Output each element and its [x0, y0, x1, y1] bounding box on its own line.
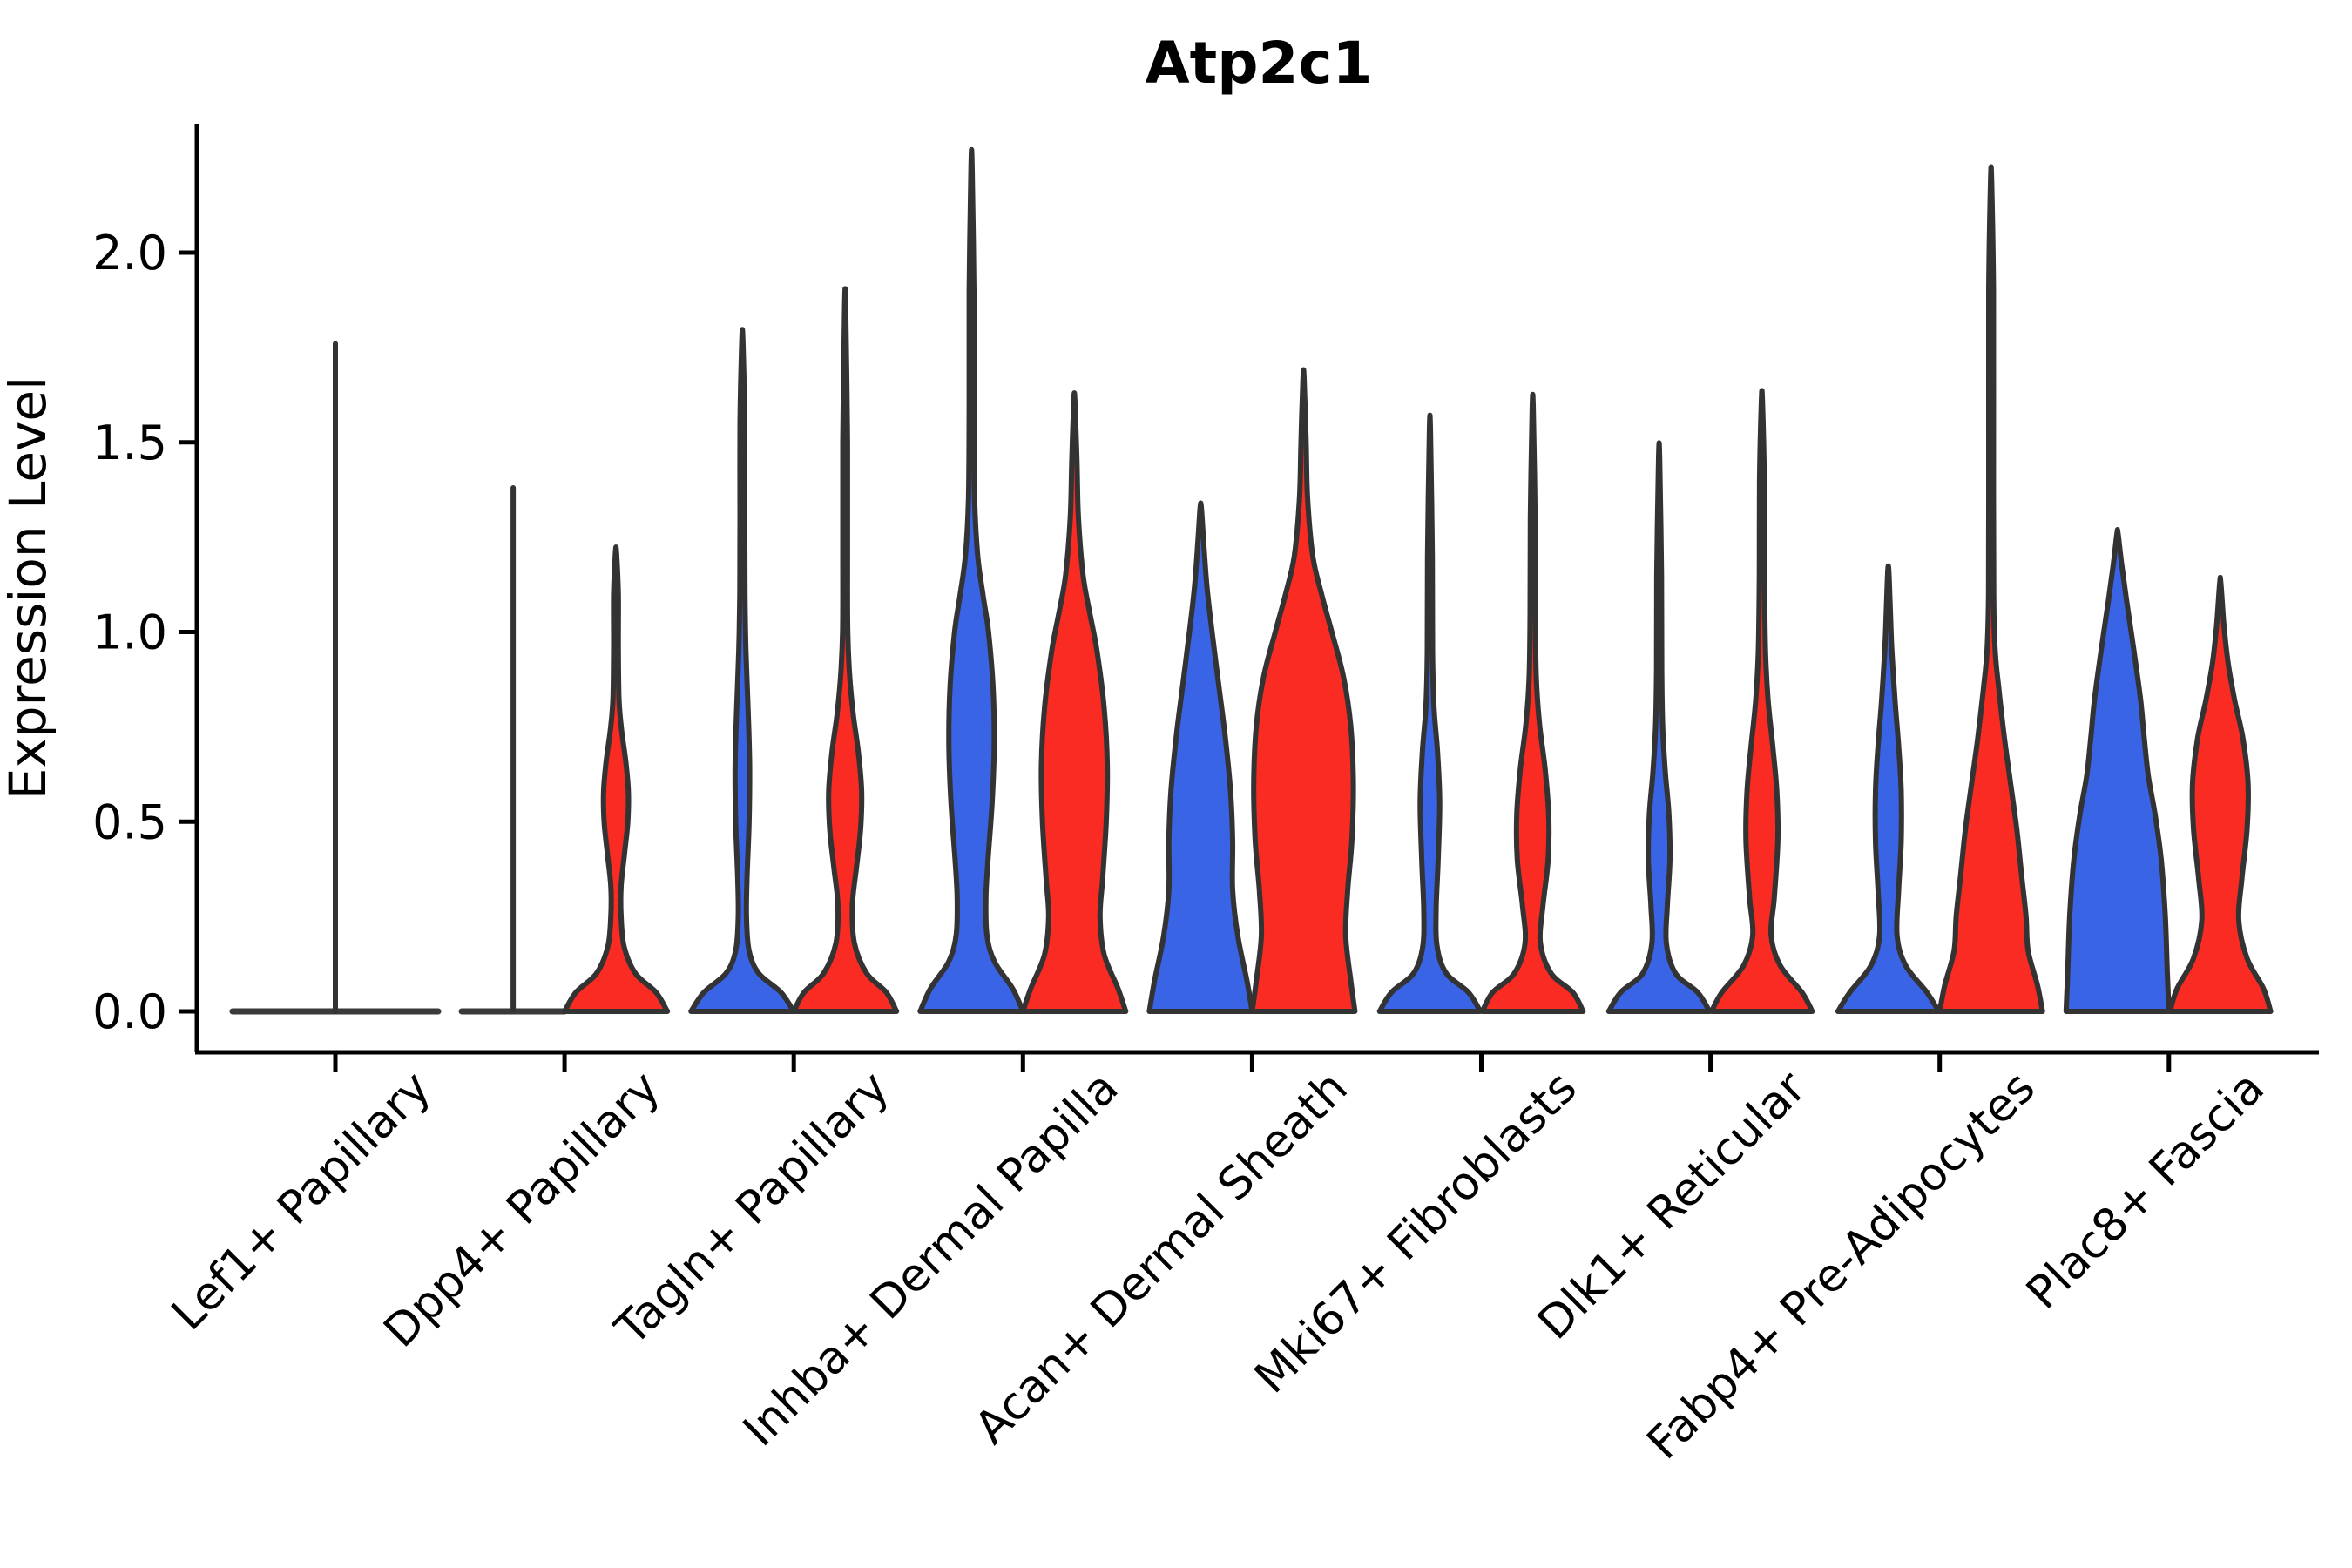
violin-right	[1020, 390, 1129, 1014]
violin-left	[1835, 563, 1942, 1014]
violin-right	[1936, 164, 2045, 1014]
y-tick-label: 0.5	[92, 794, 167, 849]
y-tick-label: 1.0	[92, 605, 167, 660]
y-tick-label: 0.0	[92, 984, 167, 1039]
violin-right	[1479, 391, 1586, 1014]
violin-left	[1146, 500, 1255, 1014]
chart-title: Atp2c1	[1146, 30, 1373, 97]
violin-right	[791, 286, 900, 1014]
violin-right	[1708, 388, 1815, 1014]
y-tick-label: 2.0	[92, 226, 167, 280]
violins-layer	[229, 146, 2274, 1015]
violin-right	[1249, 367, 1358, 1014]
y-tick-label: 1.5	[92, 416, 167, 470]
violin-left	[2063, 526, 2172, 1014]
violin-left	[1376, 412, 1484, 1014]
violin-right	[2167, 574, 2274, 1014]
violin-left	[1605, 440, 1713, 1014]
violin-right	[562, 544, 671, 1014]
violin-left	[917, 146, 1026, 1014]
y-axis-label: Expression Level	[0, 376, 57, 800]
violin-left	[688, 327, 797, 1014]
